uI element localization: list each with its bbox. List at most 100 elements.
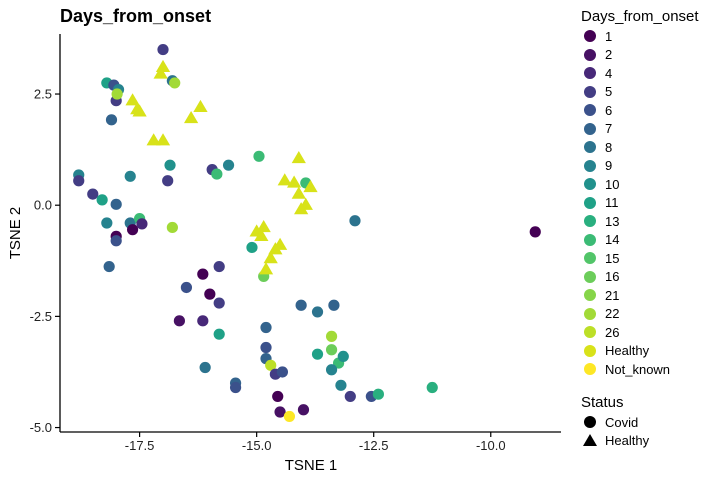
- x-tick-label: -12.5: [359, 438, 389, 453]
- data-point: [103, 260, 115, 273]
- legend-label: 5: [605, 84, 613, 100]
- x-axis-label: TSNE 1: [285, 457, 338, 474]
- data-point: [180, 281, 193, 294]
- color-legend-item: 9: [581, 157, 699, 176]
- y-tick-label: 2.5: [34, 87, 52, 102]
- legend-swatch: [584, 30, 596, 43]
- data-point-triangle: [153, 66, 168, 79]
- shape-legend-item: Covid: [581, 413, 649, 432]
- data-point: [110, 198, 122, 210]
- color-legend-item: 21: [581, 286, 699, 305]
- shape-legend-item: Healthy: [581, 432, 649, 451]
- y-tick-label: 0.0: [34, 198, 52, 213]
- data-point: [197, 268, 209, 280]
- legend-key-circle: [581, 46, 599, 64]
- x-tick-label: -17.5: [125, 438, 155, 453]
- legend-swatch: [584, 215, 596, 228]
- data-point-triangle: [132, 104, 147, 117]
- data-point-triangle: [183, 110, 199, 124]
- legend-key-circle: [581, 342, 599, 360]
- data-point: [295, 299, 307, 311]
- legend-swatch: [584, 326, 596, 339]
- color-legend-item: 5: [581, 83, 699, 102]
- legend-label: 14: [605, 232, 620, 248]
- data-point: [297, 404, 310, 416]
- y-tick-label: -5.0: [30, 420, 52, 435]
- points: [73, 43, 541, 423]
- data-point: [260, 341, 272, 354]
- data-point-triangle: [254, 228, 269, 241]
- legend-circle-swatch: [584, 416, 596, 429]
- legend-label: 11: [605, 195, 619, 211]
- data-point: [328, 299, 340, 311]
- legend-label: Not_known: [605, 361, 671, 377]
- data-point: [426, 381, 438, 394]
- data-point: [105, 114, 118, 126]
- data-point: [272, 390, 284, 403]
- legend-key-circle: [581, 286, 599, 304]
- data-point: [283, 410, 296, 423]
- legend-key-circle: [581, 360, 599, 378]
- legend-label: 15: [605, 250, 620, 266]
- data-point: [136, 218, 148, 230]
- data-point: [213, 260, 225, 273]
- color-legend-item: 8: [581, 138, 699, 157]
- data-point: [274, 406, 286, 418]
- data-point: [173, 315, 185, 327]
- data-point-triangle: [291, 151, 306, 164]
- data-point: [260, 321, 272, 334]
- legend-key-circle: [581, 64, 599, 82]
- data-point: [87, 188, 99, 200]
- data-point: [325, 330, 338, 342]
- legend-key-circle: [581, 268, 599, 286]
- color-legend-item: 11: [581, 194, 699, 213]
- legend-key-circle: [581, 249, 599, 267]
- data-point: [253, 150, 265, 162]
- data-point-triangle: [256, 219, 271, 233]
- legend-swatch: [584, 85, 596, 98]
- legend-swatch: [584, 233, 596, 246]
- legend-swatch: [584, 252, 596, 265]
- color-legend-item: 26: [581, 323, 699, 342]
- legend-key-circle: [581, 175, 599, 193]
- shape-legend: Status Covid Healthy: [581, 394, 649, 450]
- color-legend-title: Days_from_onset: [581, 8, 699, 25]
- data-point: [325, 364, 338, 376]
- legend-swatch: [584, 141, 596, 154]
- data-point: [211, 168, 223, 180]
- data-point: [166, 221, 178, 234]
- legend-label: 10: [605, 176, 620, 192]
- ticks: -17.5 -15.0 -12.5 -10.0 2.5 0.0 -2.5 -5.0: [30, 87, 506, 453]
- legend-key-circle: [581, 231, 599, 249]
- legend-label: Covid: [605, 414, 639, 430]
- y-axis-label: TSNE 2: [7, 207, 24, 260]
- legend-label: 7: [605, 121, 613, 137]
- legend-key-circle: [581, 413, 599, 431]
- data-point-triangle: [303, 179, 318, 193]
- y-tick-label: -2.5: [30, 309, 52, 324]
- legend-label: 13: [605, 213, 620, 229]
- legend-key-circle: [581, 120, 599, 138]
- data-point: [169, 77, 181, 89]
- legend-key-circle: [581, 323, 599, 341]
- data-point: [197, 315, 209, 327]
- scatter-plot: -17.5 -15.0 -12.5 -10.0 2.5 0.0 -2.5 -5.0 TSNE …: [7, 34, 561, 474]
- data-point: [349, 215, 361, 227]
- data-point-triangle: [277, 173, 292, 186]
- data-point-triangle: [155, 133, 171, 146]
- legend-swatch: [584, 104, 596, 117]
- data-point-triangle: [146, 133, 161, 146]
- legend-key-circle: [581, 101, 599, 119]
- legend-swatch: [584, 67, 596, 80]
- legend-swatch: [584, 48, 596, 61]
- data-point-triangle: [268, 242, 283, 255]
- data-point: [325, 344, 338, 356]
- legend-label: 9: [605, 158, 613, 174]
- color-legend: Days_from_onset 1 2 4 5 6 7 8 9 10 11 13 14 15 16 21 22…: [581, 8, 699, 379]
- data-point: [157, 43, 169, 56]
- legend-key-circle: [581, 138, 599, 156]
- data-point: [372, 388, 384, 400]
- data-point: [96, 194, 108, 206]
- legend-swatch: [584, 307, 596, 320]
- data-point: [337, 350, 349, 363]
